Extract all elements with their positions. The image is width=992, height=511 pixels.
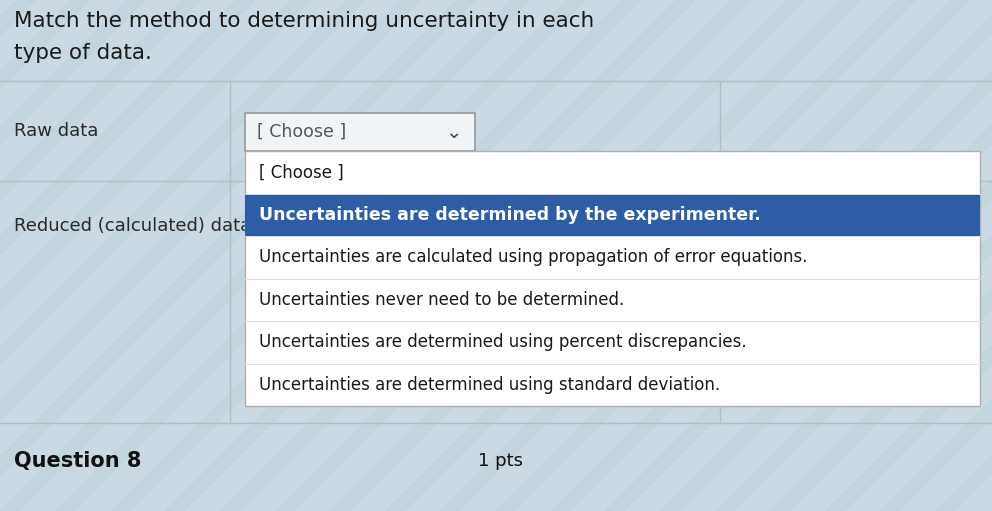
Text: Uncertainties never need to be determined.: Uncertainties never need to be determine… xyxy=(259,291,624,309)
Text: Question 8: Question 8 xyxy=(14,451,142,471)
Text: type of data.: type of data. xyxy=(14,43,152,63)
Text: 1 pts: 1 pts xyxy=(477,452,523,470)
Text: Match the method to determining uncertainty in each: Match the method to determining uncertai… xyxy=(14,11,594,31)
FancyBboxPatch shape xyxy=(245,194,980,236)
Text: [ Choose ]: [ Choose ] xyxy=(257,123,346,141)
Text: Raw data: Raw data xyxy=(14,122,98,140)
Text: Uncertainties are calculated using propagation of error equations.: Uncertainties are calculated using propa… xyxy=(259,248,807,266)
FancyBboxPatch shape xyxy=(245,113,475,151)
FancyBboxPatch shape xyxy=(245,151,980,406)
Text: [ Choose ]: [ Choose ] xyxy=(259,163,344,181)
Text: Uncertainties are determined using percent discrepancies.: Uncertainties are determined using perce… xyxy=(259,333,747,351)
Text: ⌄: ⌄ xyxy=(444,123,461,142)
Text: Uncertainties are determined using standard deviation.: Uncertainties are determined using stand… xyxy=(259,376,720,394)
Text: Uncertainties are determined by the experimenter.: Uncertainties are determined by the expe… xyxy=(259,206,761,224)
Text: Reduced (calculated) data: Reduced (calculated) data xyxy=(14,217,251,235)
